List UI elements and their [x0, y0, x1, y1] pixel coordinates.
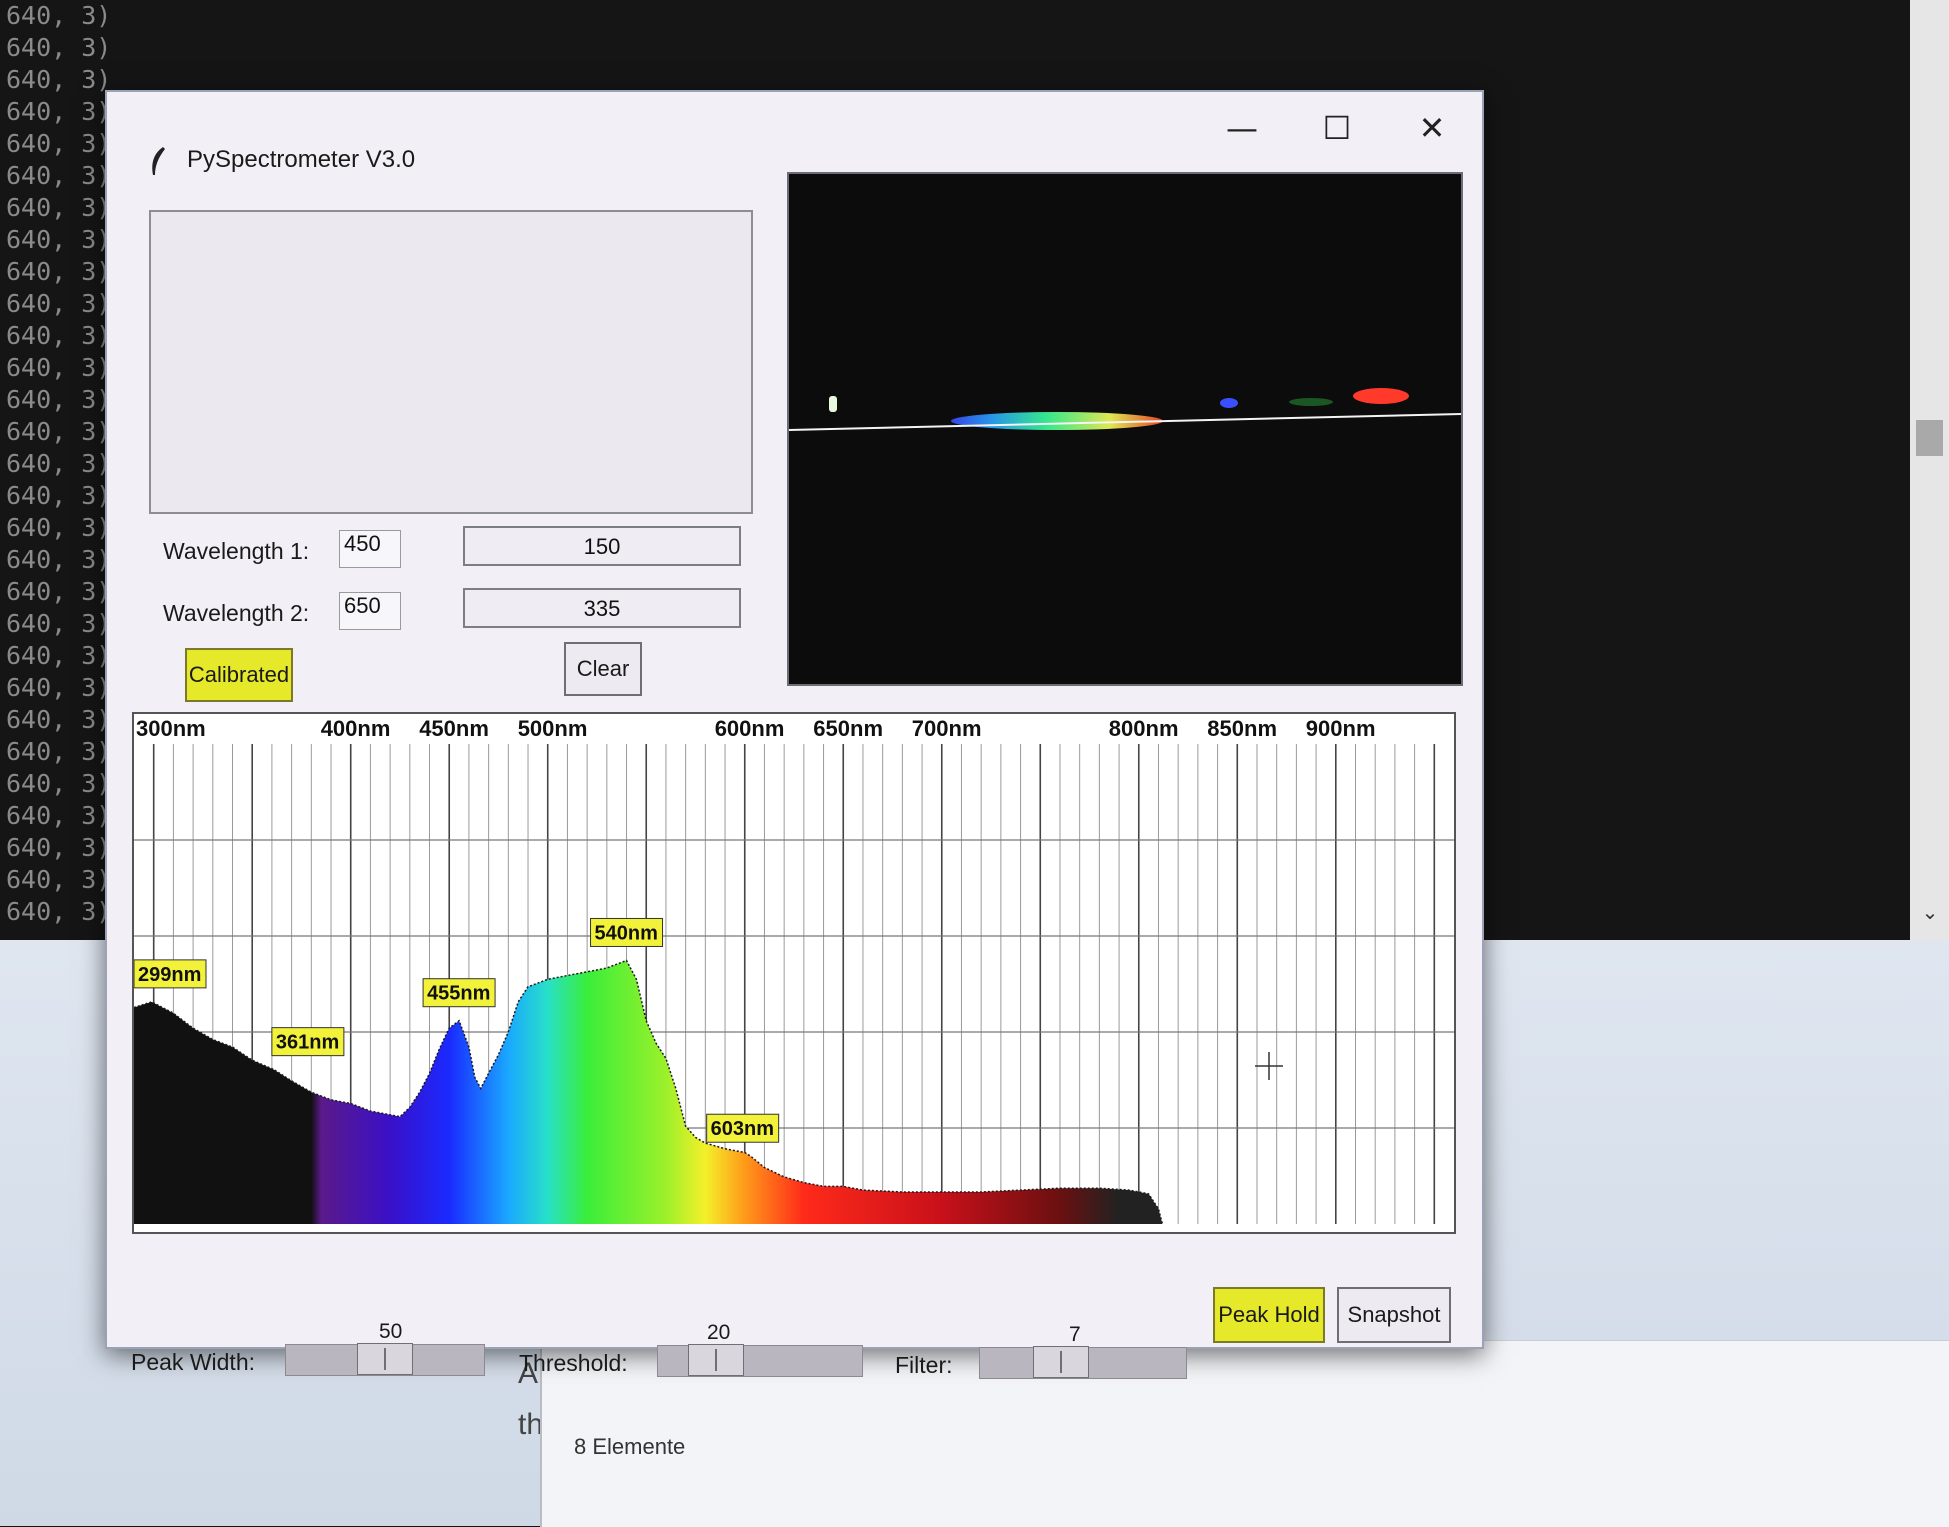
spectrum-graph: 300nm 400nm 450nm 500nm 600nm 650nm 700nm 800nm… — [132, 712, 1456, 1234]
slider-thumb[interactable] — [688, 1344, 744, 1376]
terminal-line: 640, 3) — [6, 417, 112, 446]
explorer-text-fragment: A — [518, 1357, 539, 1390]
x-tick-label: 650nm — [813, 716, 883, 741]
explorer-text-fragment: th — [518, 1408, 544, 1441]
terminal-scrollbar[interactable]: ⌄ — [1910, 0, 1949, 940]
wavelength-1-label: Wavelength 1: — [163, 538, 310, 564]
peak-label: 361nm — [276, 1032, 339, 1054]
camera-spectrum-image — [789, 388, 1461, 431]
slider-thumb[interactable] — [357, 1343, 413, 1375]
x-tick-label: 500nm — [518, 716, 588, 741]
calibrated-button[interactable]: Calibrated — [185, 648, 293, 702]
snapshot-button[interactable]: Snapshot — [1337, 1287, 1451, 1343]
maximize-button[interactable]: ☐ — [1322, 109, 1352, 147]
terminal-line: 640, 3) — [6, 65, 112, 94]
window-title: PySpectrometer V3.0 — [187, 146, 416, 173]
peak-hold-button[interactable]: Peak Hold — [1213, 1287, 1325, 1343]
x-tick-label: 800nm — [1109, 716, 1179, 741]
pyspectrometer-window: PySpectrometer V3.0 — ☐ ✕ Wavelength 1: … — [105, 90, 1484, 1379]
x-tick-label: 450nm — [419, 716, 489, 741]
peak-label: 299nm — [138, 964, 201, 986]
wavelength-2-label: Wavelength 2: — [163, 600, 310, 626]
slider-thumb[interactable] — [1033, 1346, 1089, 1378]
filter-value: 7 — [1069, 1323, 1081, 1346]
minimize-button[interactable]: — — [1226, 109, 1258, 147]
peak-width-slider[interactable] — [285, 1343, 485, 1376]
peak-width-value: 50 — [379, 1320, 403, 1343]
threshold-label: Threshold: — [519, 1350, 628, 1376]
filter-slider[interactable] — [979, 1346, 1187, 1379]
close-button[interactable]: ✕ — [1418, 109, 1446, 147]
peak-label: 603nm — [711, 1118, 774, 1140]
peak-width-label: Peak Width: — [131, 1349, 255, 1375]
filter-label: Filter: — [895, 1352, 953, 1378]
chevron-down-icon[interactable]: ⌄ — [1921, 900, 1939, 924]
camera-feed — [787, 172, 1463, 686]
spectrum-area — [134, 960, 1163, 1224]
threshold-slider[interactable] — [657, 1344, 863, 1377]
terminal-line: 640, 3) — [6, 577, 112, 606]
x-tick-label: 900nm — [1306, 716, 1376, 741]
peak-label-box — [590, 917, 664, 947]
wavelength-1-input[interactable]: 450 — [339, 530, 401, 568]
peak-label-box — [271, 1027, 345, 1057]
wavelength-2-input[interactable]: 650 — [339, 592, 401, 630]
scrollbar-thumb[interactable] — [1916, 420, 1943, 456]
x-tick-label: 700nm — [912, 716, 982, 741]
x-tick-label: 400nm — [321, 716, 391, 741]
terminal-line: 640, 3) — [6, 1, 112, 30]
terminal-line: 640, 3) — [6, 33, 112, 62]
explorer-item-count: 8 Elemente — [574, 1434, 686, 1459]
waterfall-preview — [149, 210, 753, 514]
peak-label-box — [706, 1113, 780, 1143]
feather-icon — [152, 147, 165, 175]
clear-button[interactable]: Clear — [564, 642, 642, 696]
terminal-line: 640, 3) — [6, 289, 112, 318]
spectrum-chart: 300nm 400nm 450nm 500nm 600nm 650nm 700nm 800nm… — [134, 716, 1454, 1225]
spectrum-line — [134, 959, 1164, 1225]
threshold-value: 20 — [707, 1321, 731, 1344]
peak-label: 455nm — [427, 983, 490, 1005]
peak-label-box — [134, 959, 207, 989]
peak-label: 540nm — [595, 922, 658, 944]
pixel-1-field[interactable]: 150 — [463, 526, 741, 566]
x-tick-label: 850nm — [1207, 716, 1277, 741]
x-tick-label: 300nm — [136, 716, 206, 741]
title-bar[interactable]: PySpectrometer V3.0 — ☐ ✕ — [107, 92, 1482, 175]
peak-label-box — [422, 978, 496, 1008]
pixel-2-field[interactable]: 335 — [463, 588, 741, 628]
x-tick-label: 600nm — [715, 716, 785, 741]
